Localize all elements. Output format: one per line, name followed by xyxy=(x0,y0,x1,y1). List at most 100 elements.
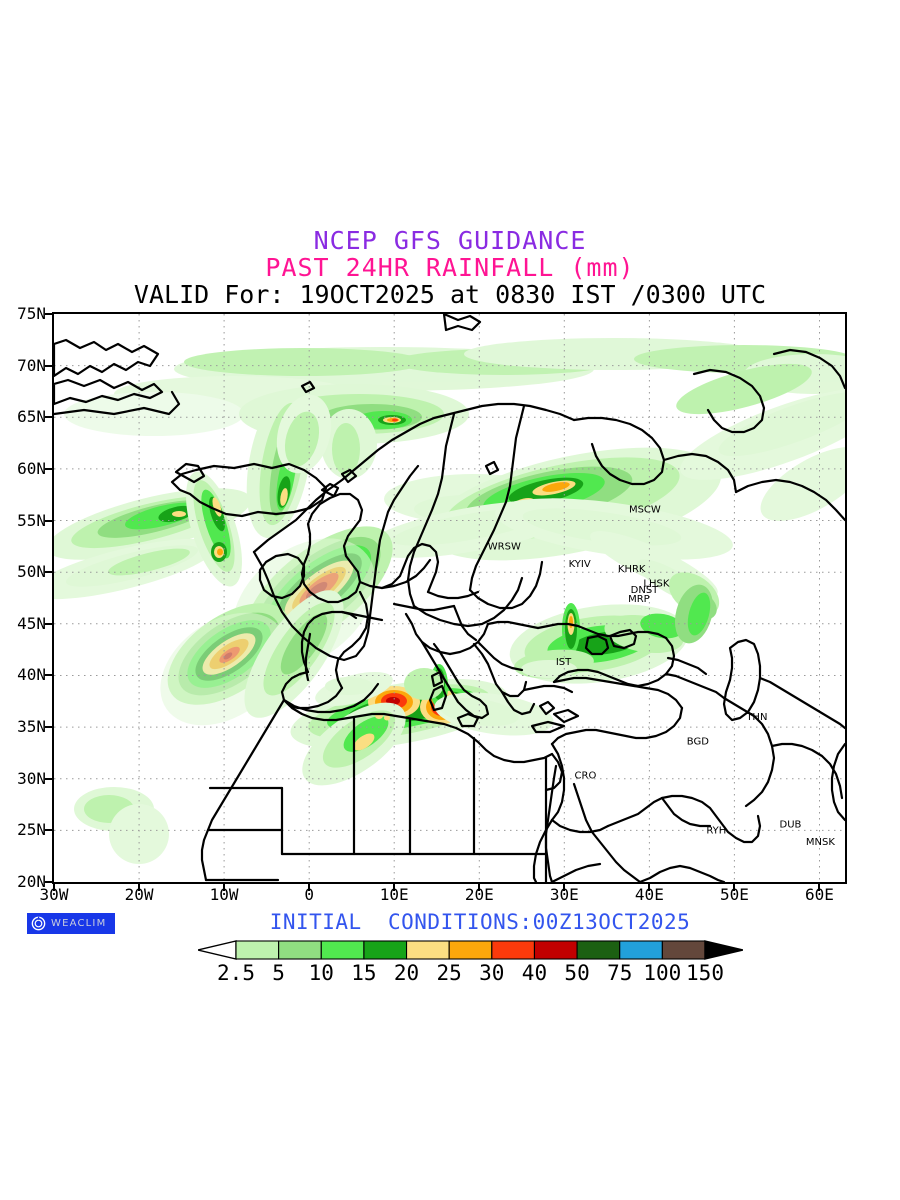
x-axis-tick-mark xyxy=(648,884,651,891)
city-label: MRP xyxy=(628,594,650,605)
colorbar-segment xyxy=(320,940,365,960)
y-axis-tick-mark xyxy=(45,777,52,780)
y-axis-tick-label: 65N xyxy=(17,407,46,427)
y-axis-tick-label: 60N xyxy=(17,458,46,478)
colorbar-tick-label: 40 xyxy=(521,961,548,985)
map-plot-area: MSCW WRSW KYIV KHRK LHSK DNST MRP IST THN BGD CRO M… xyxy=(52,312,847,884)
x-axis-tick-label: 40E xyxy=(634,885,664,904)
chart-title-block: NCEP GFS GUIDANCE PAST 24HR RAINFALL (mm… xyxy=(0,228,900,309)
colorbar-right-arrow xyxy=(704,940,743,960)
y-axis-tick-label: 70N xyxy=(17,355,46,375)
colorbar-tick-label: 10 xyxy=(308,961,334,985)
city-label: WRSW xyxy=(488,541,521,552)
colorbar-segment xyxy=(448,940,493,960)
colorbar-left-arrow xyxy=(198,940,237,960)
city-label: THN xyxy=(745,712,767,723)
city-label: LHSK xyxy=(643,579,669,590)
circled-c-icon xyxy=(31,916,46,931)
city-label: RYH xyxy=(706,825,726,836)
y-axis-tick-mark xyxy=(45,674,52,677)
y-axis-tick-label: 55N xyxy=(17,510,46,530)
y-axis-tick-mark xyxy=(45,571,52,574)
city-label: BGD xyxy=(687,737,709,748)
y-axis-tick-label: 75N xyxy=(17,304,46,323)
x-axis-tick-mark xyxy=(733,884,736,891)
colorbar-tick-label: 25 xyxy=(436,961,462,985)
colorbar-tick-labels: 2.5 5 10 15 20 25 30 40 50 75 100 150 xyxy=(198,962,743,988)
x-axis-tick-label: 0 xyxy=(304,885,314,904)
colorbar-tick-label: 5 xyxy=(272,961,285,985)
colorbar-segment xyxy=(363,940,408,960)
coastlines-layer xyxy=(54,314,845,882)
x-axis-tick-label: 50E xyxy=(719,885,749,904)
colorbar-svg xyxy=(198,940,743,960)
y-axis-tick-mark xyxy=(45,467,52,470)
title-valid-time: VALID For: 19OCT2025 at 0830 IST /0300 U… xyxy=(133,280,767,309)
x-axis-tick-mark xyxy=(478,884,481,891)
y-axis-tick-mark xyxy=(45,726,52,729)
x-axis-tick-mark xyxy=(53,884,55,891)
y-axis-tick-label: 40N xyxy=(17,665,46,685)
x-axis-tick-mark xyxy=(308,884,311,891)
colorbar-segment xyxy=(491,940,536,960)
x-axis-tick-mark xyxy=(138,884,141,891)
city-label: DUB xyxy=(780,819,802,830)
city-label: CRO xyxy=(575,771,597,782)
colorbar-tick-label: 150 xyxy=(686,961,724,985)
rainfall-colorbar xyxy=(198,938,743,964)
colorbar-segment xyxy=(278,940,322,960)
y-axis-tick-mark xyxy=(45,416,52,419)
y-axis-tick-mark xyxy=(45,364,52,367)
x-axis-tick-label: 60E xyxy=(805,885,834,904)
colorbar-segment xyxy=(533,940,578,960)
y-axis-tick-label: 35N xyxy=(17,717,46,737)
city-label: MNSK xyxy=(806,837,835,848)
title-model-name: NCEP GFS GUIDANCE xyxy=(313,226,587,255)
colorbar-segment xyxy=(619,940,663,960)
x-axis-tick-mark xyxy=(223,884,226,891)
city-label: KHRK xyxy=(618,564,646,575)
x-axis-tick-mark xyxy=(818,884,821,891)
x-axis-tick-label: 20W xyxy=(124,885,154,904)
colorbar-tick-label: 50 xyxy=(564,961,590,985)
colorbar-segment xyxy=(661,940,706,960)
y-axis-tick-mark xyxy=(45,622,52,625)
colorbar-segment xyxy=(235,940,280,960)
city-label: IST xyxy=(556,657,572,668)
weaclim-logo-badge[interactable]: WEACLIM xyxy=(27,913,115,934)
colorbar-segment xyxy=(576,940,621,960)
x-axis-tick-mark xyxy=(563,884,566,891)
x-axis-tick-label: 20E xyxy=(464,885,494,904)
x-axis-tick-label: 10E xyxy=(379,885,409,904)
colorbar-tick-label: 100 xyxy=(643,961,682,985)
y-axis-tick-label: 50N xyxy=(17,562,46,582)
colorbar-segment xyxy=(405,940,450,960)
x-axis-tick-label: 10W xyxy=(209,885,239,904)
y-axis-tick-label: 20N xyxy=(17,872,46,891)
title-product-name: PAST 24HR RAINFALL (mm) xyxy=(265,253,635,282)
x-axis-tick-mark xyxy=(393,884,396,891)
initial-conditions-text: INITIAL CONDITIONS:00Z13OCT2025 xyxy=(269,910,691,934)
precipitation-field xyxy=(54,338,845,864)
y-axis-tick-mark xyxy=(45,829,52,832)
colorbar-tick-label: 15 xyxy=(351,961,377,985)
y-axis-tick-mark xyxy=(45,313,52,315)
y-axis-tick-mark xyxy=(45,881,52,883)
y-axis-tick-label: 25N xyxy=(17,820,46,840)
y-axis-tick-mark xyxy=(45,519,52,522)
y-axis-tick-label: 45N xyxy=(17,613,46,633)
colorbar-tick-label: 75 xyxy=(607,961,633,985)
city-label: KYIV xyxy=(569,559,591,570)
city-label: MSCW xyxy=(629,504,661,515)
colorbar-tick-label: 20 xyxy=(393,961,420,985)
x-axis-tick-label: 30E xyxy=(549,885,579,904)
logo-label: WEACLIM xyxy=(51,918,107,929)
x-axis-tick-label: 30W xyxy=(39,885,69,904)
colorbar-tick-label: 30 xyxy=(479,961,505,985)
y-axis-tick-label: 30N xyxy=(17,768,46,788)
city-label: DNST xyxy=(631,585,660,596)
colorbar-tick-label: 2.5 xyxy=(217,961,255,985)
